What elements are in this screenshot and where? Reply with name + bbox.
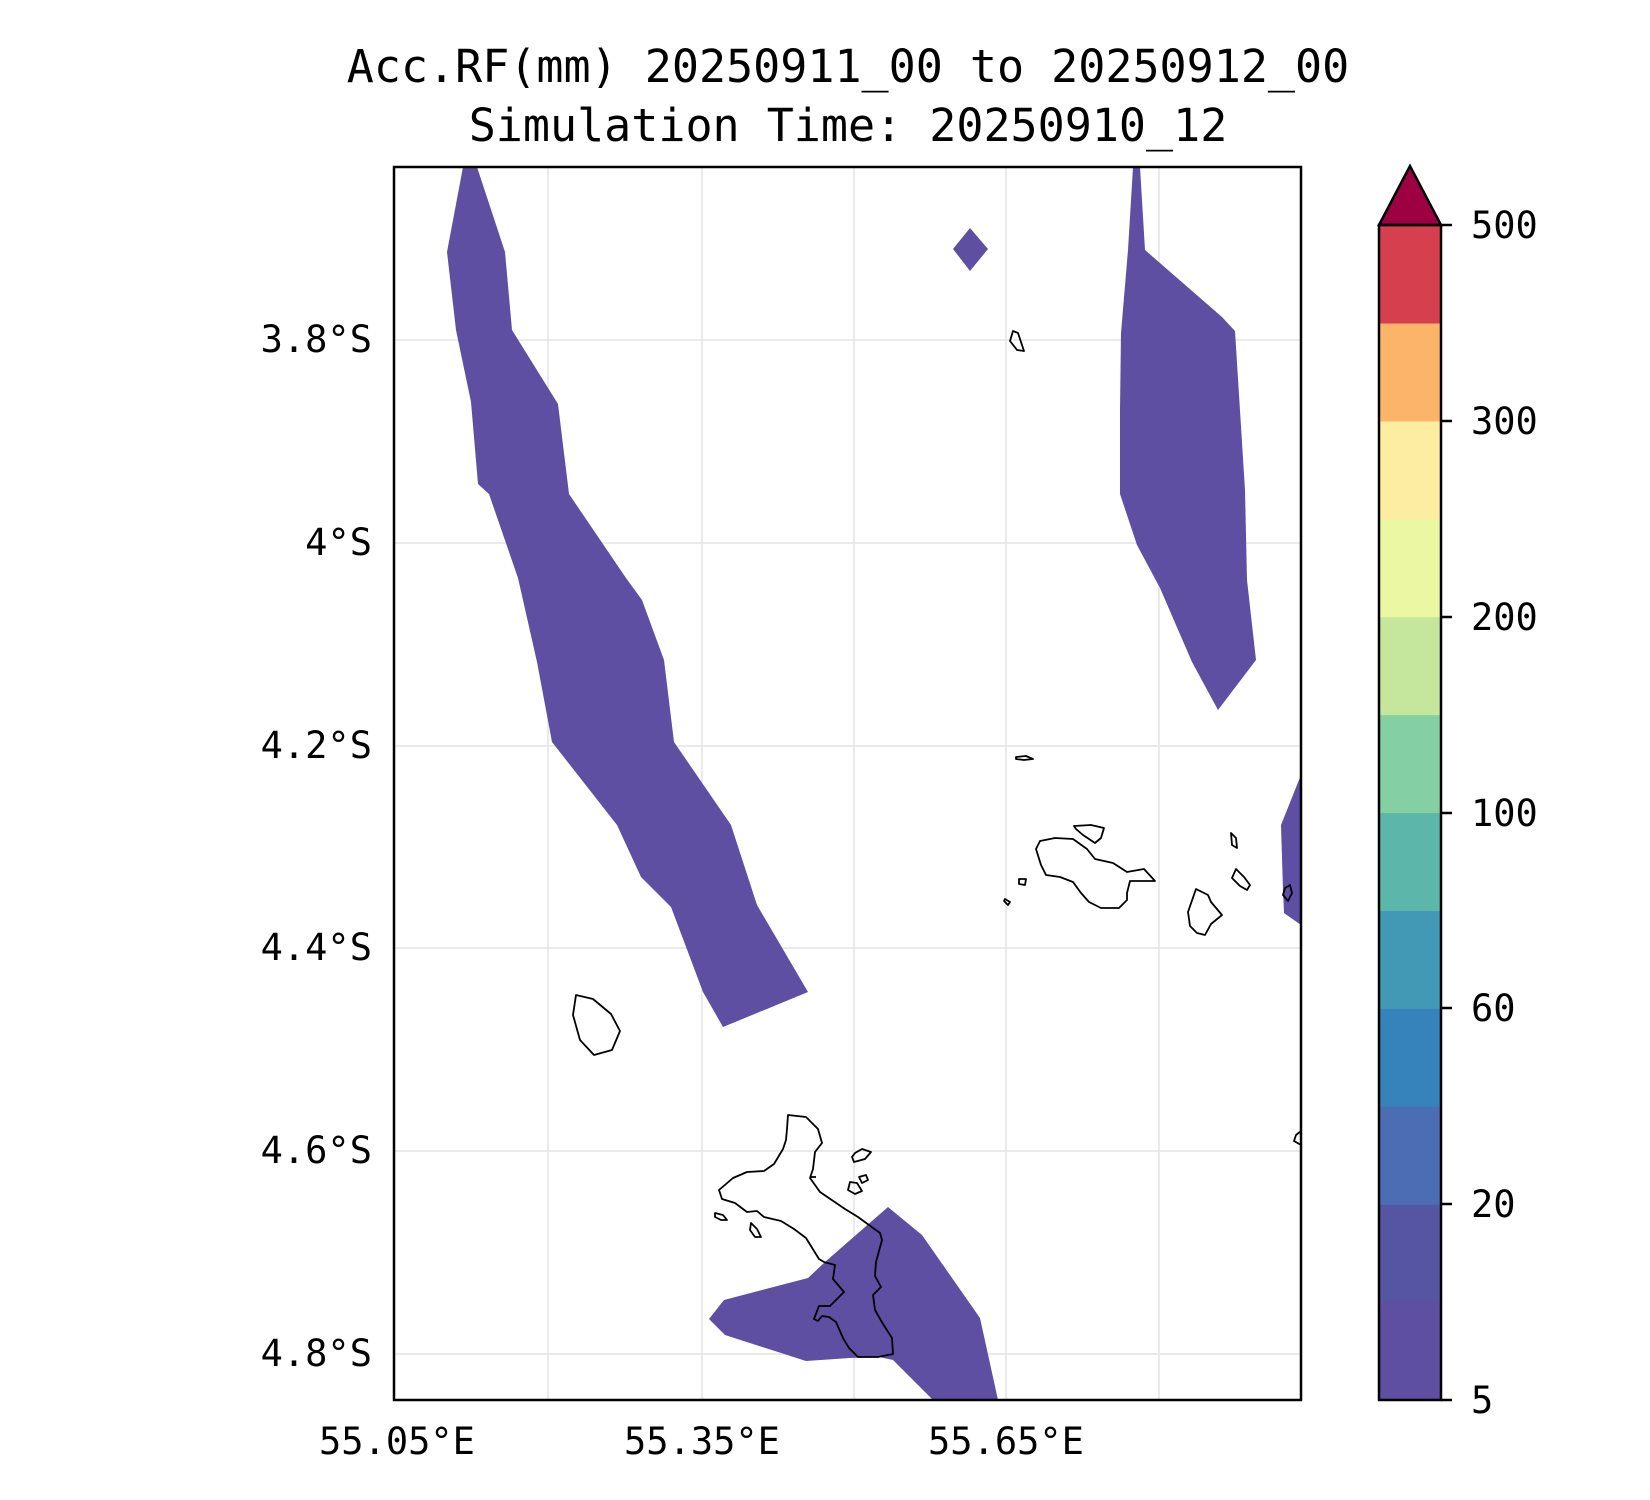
lat-tick-label: 4.2°S [261, 724, 372, 767]
colorbar-segment [1379, 1008, 1441, 1107]
rainfall-contours [447, 167, 1301, 1400]
colorbar-segment [1379, 812, 1441, 912]
map-panel [392, 165, 1303, 1402]
rain-blob-north-small [953, 228, 988, 271]
coastline-islet-small-1 [1018, 878, 1027, 886]
coastline-islet-mid [1015, 755, 1034, 761]
colorbar-label: 300 [1471, 400, 1538, 443]
lon-tick-label: 55.65°E [928, 1420, 1084, 1463]
colorbar-labels: 5 20 60 100 200 300 500 [1471, 204, 1538, 1422]
colorbar-segment [1379, 225, 1441, 324]
colorbar-label: 200 [1471, 596, 1538, 639]
title-line-2: Simulation Time: 20250910_12 [469, 99, 1228, 152]
rain-band-northeast [1120, 167, 1256, 710]
coastline-islet-north [1009, 330, 1025, 352]
coastline-praslin [1035, 837, 1156, 909]
colorbar-label: 500 [1471, 204, 1538, 247]
colorbar-segments [1379, 225, 1441, 1401]
rain-band-west [447, 167, 808, 1027]
colorbar-segment [1379, 1302, 1441, 1401]
coastline-islet-e [749, 1222, 762, 1238]
coastline-island-west [572, 994, 621, 1056]
colorbar-label: 60 [1471, 987, 1516, 1030]
colorbar-segment [1379, 322, 1441, 422]
coastlines [572, 330, 1302, 1358]
coastline-islet-b [847, 1181, 863, 1195]
colorbar: 5 20 60 100 200 300 500 [1376, 163, 1538, 1422]
colorbar-label: 5 [1471, 1379, 1493, 1422]
lat-tick-label: 4°S [305, 521, 372, 564]
colorbar-label: 100 [1471, 792, 1538, 835]
map-frame [392, 165, 1303, 1402]
coastline-islet-d [714, 1212, 728, 1221]
coastline-la-digue [1187, 888, 1223, 936]
coastline-islet-small-2 [1003, 898, 1011, 906]
colorbar-segment [1379, 910, 1441, 1009]
colorbar-segment [1379, 714, 1441, 814]
lat-tick-label: 3.8°S [261, 318, 372, 361]
coastline-islet-a [851, 1148, 872, 1163]
colorbar-segment [1379, 1204, 1441, 1303]
colorbar-segment [1379, 420, 1441, 520]
coastline-islet-small-3 [1230, 832, 1238, 849]
lat-tick-label: 4.4°S [261, 926, 372, 969]
title-line-1: Acc.RF(mm) 20250911_00 to 20250912_00 [347, 40, 1349, 93]
coastline-islet-east [1282, 884, 1293, 902]
colorbar-segment [1379, 616, 1441, 716]
colorbar-ticks [1441, 223, 1452, 1402]
lon-tick-label: 55.35°E [624, 1420, 780, 1463]
lat-tick-label: 4.8°S [261, 1332, 372, 1375]
lon-tick-label: 55.05°E [319, 1420, 475, 1463]
lat-tick-label: 4.6°S [261, 1129, 372, 1172]
rain-band-south [709, 1207, 998, 1400]
coastline-mahe-island [718, 1114, 894, 1358]
coastline-islet-praslin-north [1073, 824, 1105, 844]
colorbar-segment [1379, 518, 1441, 618]
coastline-islet-c [858, 1174, 869, 1184]
colorbar-segment [1379, 1106, 1441, 1205]
colorbar-label: 20 [1471, 1183, 1516, 1226]
colorbar-extend-arrow [1376, 163, 1444, 227]
lat-tick-labels: 3.8°S 4°S 4.2°S 4.4°S 4.6°S 4.8°S [261, 318, 372, 1375]
lon-tick-labels: 55.05°E 55.35°E 55.65°E [319, 1420, 1084, 1463]
coastline-islet-felicite [1231, 868, 1251, 891]
coastline-islet-east-edge [1293, 1130, 1302, 1146]
